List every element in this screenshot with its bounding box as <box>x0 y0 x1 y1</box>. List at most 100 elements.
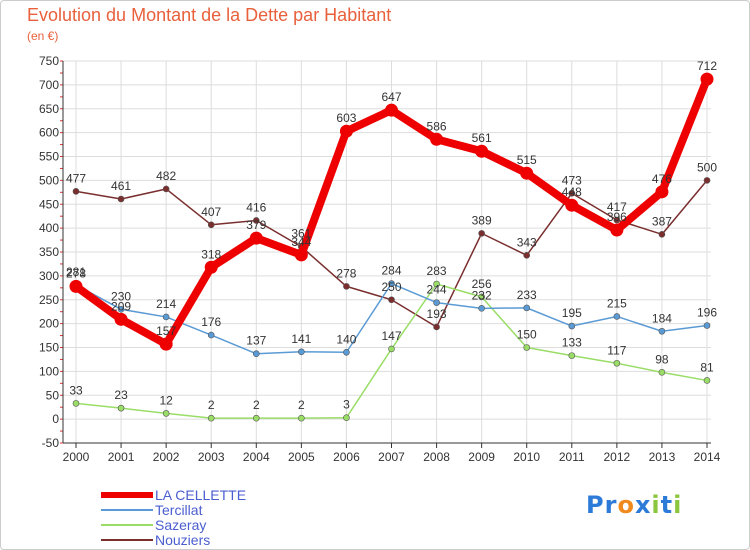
data-point <box>162 185 170 193</box>
data-point <box>430 132 444 146</box>
grid <box>63 60 711 444</box>
legend-label: Sazeray <box>155 517 207 533</box>
y-tick-label: 550 <box>39 150 59 164</box>
data-point <box>478 230 485 237</box>
legend-item-tercillat: Tercillat <box>101 502 361 518</box>
data-label: 2 <box>208 398 215 412</box>
data-point <box>703 177 711 184</box>
data-label: 256 <box>472 277 492 291</box>
data-label: 283 <box>427 264 447 278</box>
legend: LA CELLETTE Tercillat Sazeray Nouziers <box>101 487 361 548</box>
data-label: 3 <box>343 398 350 412</box>
data-point <box>162 410 170 417</box>
legend-swatch <box>101 539 153 541</box>
data-label: 147 <box>381 329 401 343</box>
data-label: 586 <box>427 119 447 133</box>
legend-item-nouziers: Nouziers <box>101 532 361 548</box>
data-label: 141 <box>291 332 311 346</box>
data-label: 209 <box>111 299 131 313</box>
data-label: 230 <box>111 289 131 303</box>
data-point <box>72 400 80 407</box>
x-tick-label: 2005 <box>288 450 315 464</box>
y-tick-label: 150 <box>39 341 59 355</box>
y-tick-label: 50 <box>46 388 60 402</box>
data-point <box>204 260 218 274</box>
data-point <box>703 322 711 329</box>
data-point <box>388 345 395 353</box>
data-point <box>252 414 260 422</box>
x-tick-label: 2014 <box>694 450 721 464</box>
data-label: 389 <box>472 213 492 227</box>
data-label: 343 <box>517 235 537 249</box>
y-tick-label: 700 <box>39 78 59 92</box>
data-label: 98 <box>655 352 669 366</box>
legend-swatch <box>101 509 153 511</box>
data-point <box>523 304 531 312</box>
data-label: 561 <box>472 131 492 145</box>
y-tick-label: 500 <box>39 173 59 187</box>
x-tick-label: 2001 <box>108 450 135 464</box>
data-label: 23 <box>114 388 128 402</box>
y-tick-label: 600 <box>39 126 59 140</box>
x-tick-label: 2003 <box>198 450 225 464</box>
data-label: 278 <box>66 266 86 280</box>
brand-letter: i <box>673 491 683 519</box>
data-point <box>298 414 305 422</box>
brand-letter: P <box>586 491 605 519</box>
data-point <box>478 293 485 301</box>
data-point <box>207 221 215 229</box>
data-label: 214 <box>156 297 176 311</box>
data-point <box>478 305 485 312</box>
y-tick-label: 300 <box>39 269 59 283</box>
x-tick-label: 2008 <box>423 450 450 464</box>
data-point <box>658 327 666 335</box>
data-label: 417 <box>607 200 627 214</box>
x-tick-label: 2010 <box>513 450 540 464</box>
x-tick-label: 2002 <box>153 450 180 464</box>
data-point <box>388 280 395 287</box>
x-tick-label: 2004 <box>243 450 270 464</box>
data-label: 344 <box>291 235 311 249</box>
data-label: 232 <box>472 288 492 302</box>
data-point <box>523 344 531 351</box>
legend-label: Tercillat <box>155 502 203 518</box>
data-point <box>298 348 305 356</box>
data-label: 416 <box>246 200 266 214</box>
data-point <box>207 331 215 339</box>
data-point <box>252 217 260 224</box>
brand-letter: r <box>604 491 618 519</box>
data-point <box>520 166 534 180</box>
data-label: 448 <box>562 185 582 199</box>
data-label: 176 <box>201 315 221 329</box>
data-point <box>159 337 173 351</box>
y-tick-label: 250 <box>39 293 59 307</box>
y-tick-label: 0 <box>52 412 59 426</box>
data-label: 281 <box>66 265 86 279</box>
brand-letter: o <box>617 491 635 519</box>
y-tick-label: 450 <box>39 197 59 211</box>
data-label: 500 <box>697 160 717 174</box>
data-point <box>343 414 350 421</box>
data-label: 33 <box>69 383 83 397</box>
chart-title: Evolution du Montant de la Dette par Hab… <box>27 5 392 25</box>
data-point <box>568 352 576 359</box>
y-axis: -50 0 50 100 150 200 250 300 350 400 450 500 550 600 6… <box>39 54 64 450</box>
data-point <box>703 377 711 384</box>
data-point <box>72 188 80 195</box>
legend-swatch <box>101 524 153 526</box>
data-label: 482 <box>156 169 176 183</box>
data-point <box>433 280 440 288</box>
data-point <box>523 252 531 259</box>
legend-label: LA CELLETTE <box>155 487 247 503</box>
brand-logo: Proxiti <box>586 491 682 519</box>
data-label: 150 <box>517 328 537 342</box>
legend-swatch <box>101 492 153 498</box>
data-label: 195 <box>562 306 582 320</box>
data-point <box>252 350 260 358</box>
x-axis: 2000 2001 2002 2003 2004 2005 2006 2007 2008 2009… <box>63 442 721 464</box>
data-point <box>117 404 125 412</box>
data-point <box>249 231 263 245</box>
data-point <box>613 216 621 224</box>
